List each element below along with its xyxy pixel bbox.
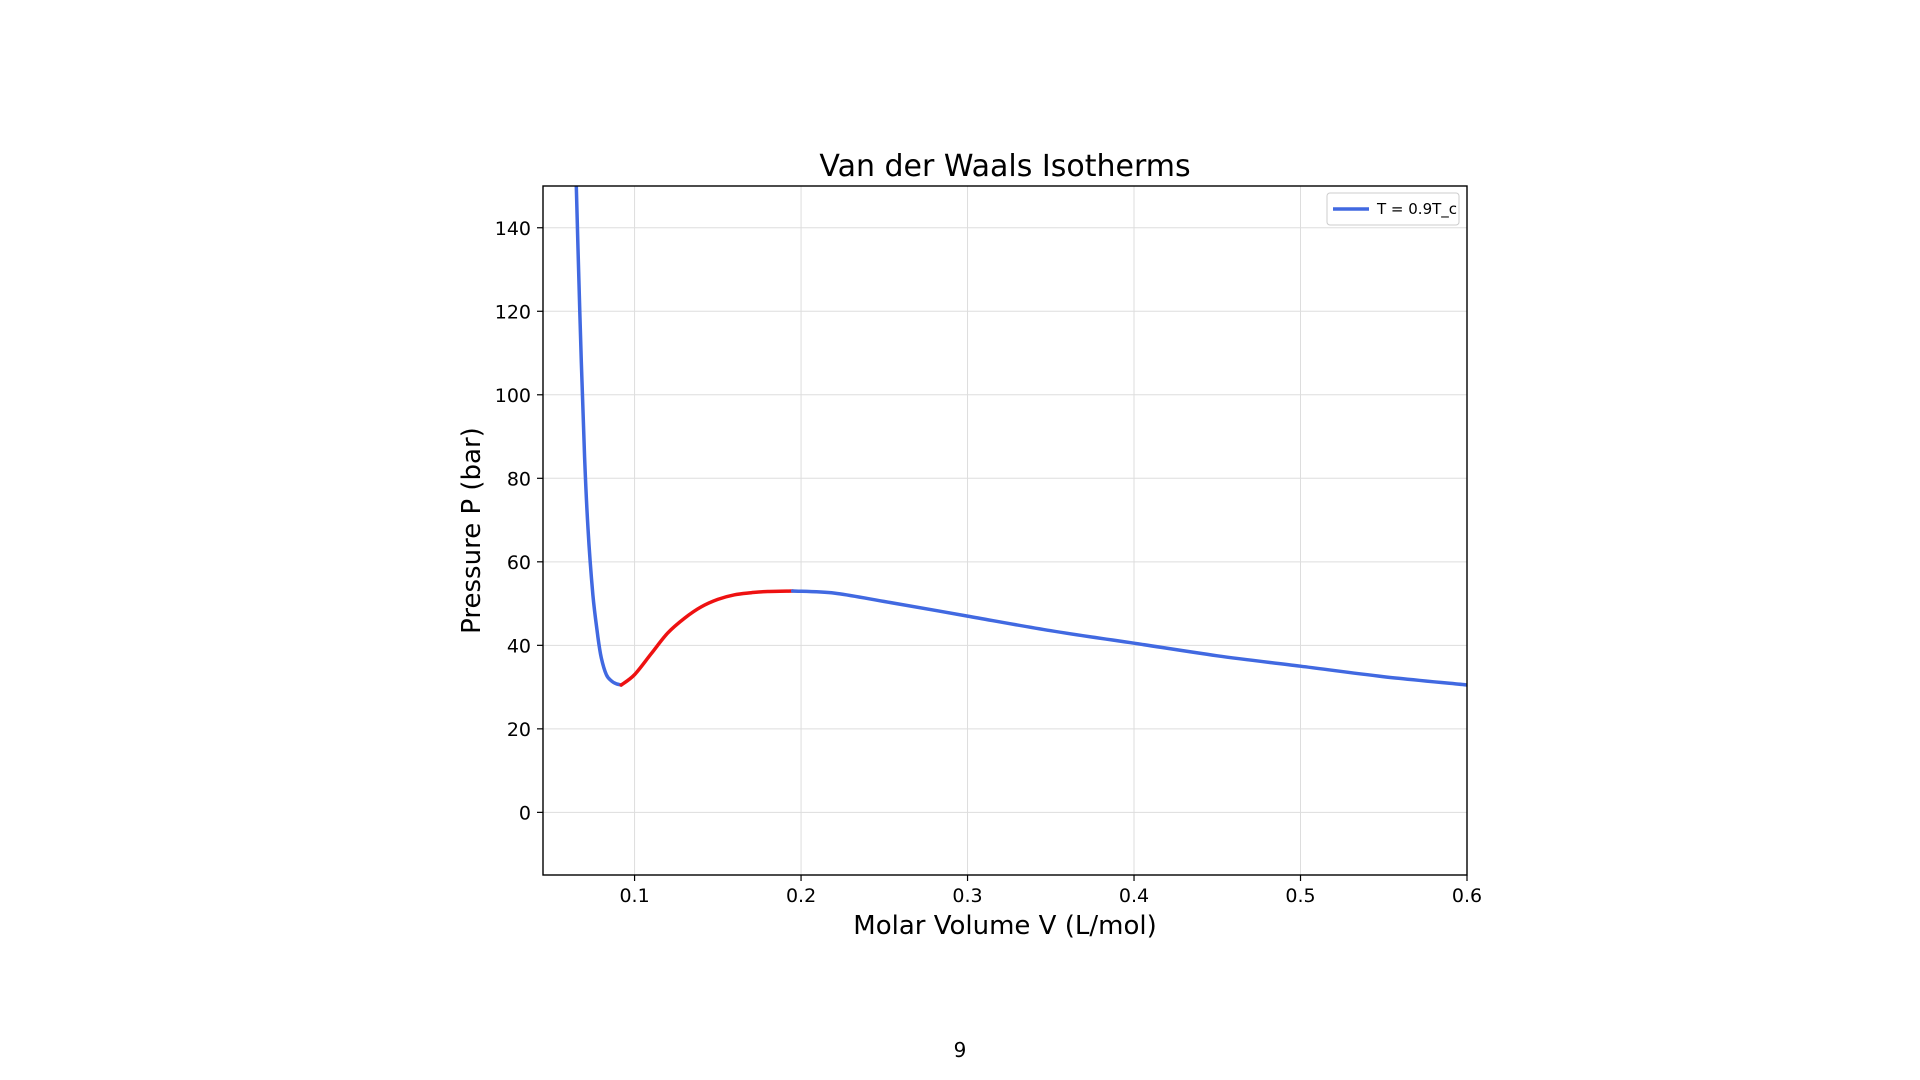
- x-axis-label: Molar Volume V (L/mol): [853, 911, 1156, 941]
- y-tick-label: 80: [507, 468, 531, 490]
- x-tick-label: 0.3: [952, 885, 982, 907]
- grid-lines: [543, 186, 1468, 875]
- page-number: 9: [953, 1038, 967, 1062]
- x-tick-label: 0.6: [1452, 885, 1482, 907]
- x-tick-label: 0.2: [786, 885, 816, 907]
- series-lines: [574, 186, 1467, 687]
- y-tick-label: 140: [495, 218, 531, 240]
- x-tick-label: 0.4: [1119, 885, 1149, 907]
- y-tick-label: 20: [507, 719, 531, 741]
- y-tick-label: 120: [495, 301, 531, 323]
- plot-frame: [542, 185, 1468, 876]
- chart-title: Van der Waals Isotherms: [819, 149, 1190, 184]
- y-tick-label: 40: [507, 635, 531, 657]
- y-axis-label: Pressure P (bar): [457, 427, 487, 634]
- legend-box: [1326, 192, 1460, 226]
- y-tick-label: 100: [495, 385, 531, 407]
- series-line-2: [790, 589, 1467, 687]
- series-line-1: [619, 589, 795, 687]
- legend-entry-label: T = 0.9T_c: [1376, 200, 1457, 219]
- legend: T = 0.9T_c: [1326, 192, 1460, 226]
- series-line-0: [574, 186, 623, 687]
- y-axis-ticks: 0 20 40 60 80 100 120 140: [495, 218, 543, 824]
- y-tick-label: 0: [519, 802, 531, 824]
- x-axis-ticks: 0.1 0.2 0.3 0.4 0.5 0.6: [619, 875, 1482, 907]
- x-tick-label: 0.1: [619, 885, 649, 907]
- y-tick-label: 60: [507, 552, 531, 574]
- x-tick-label: 0.5: [1285, 885, 1315, 907]
